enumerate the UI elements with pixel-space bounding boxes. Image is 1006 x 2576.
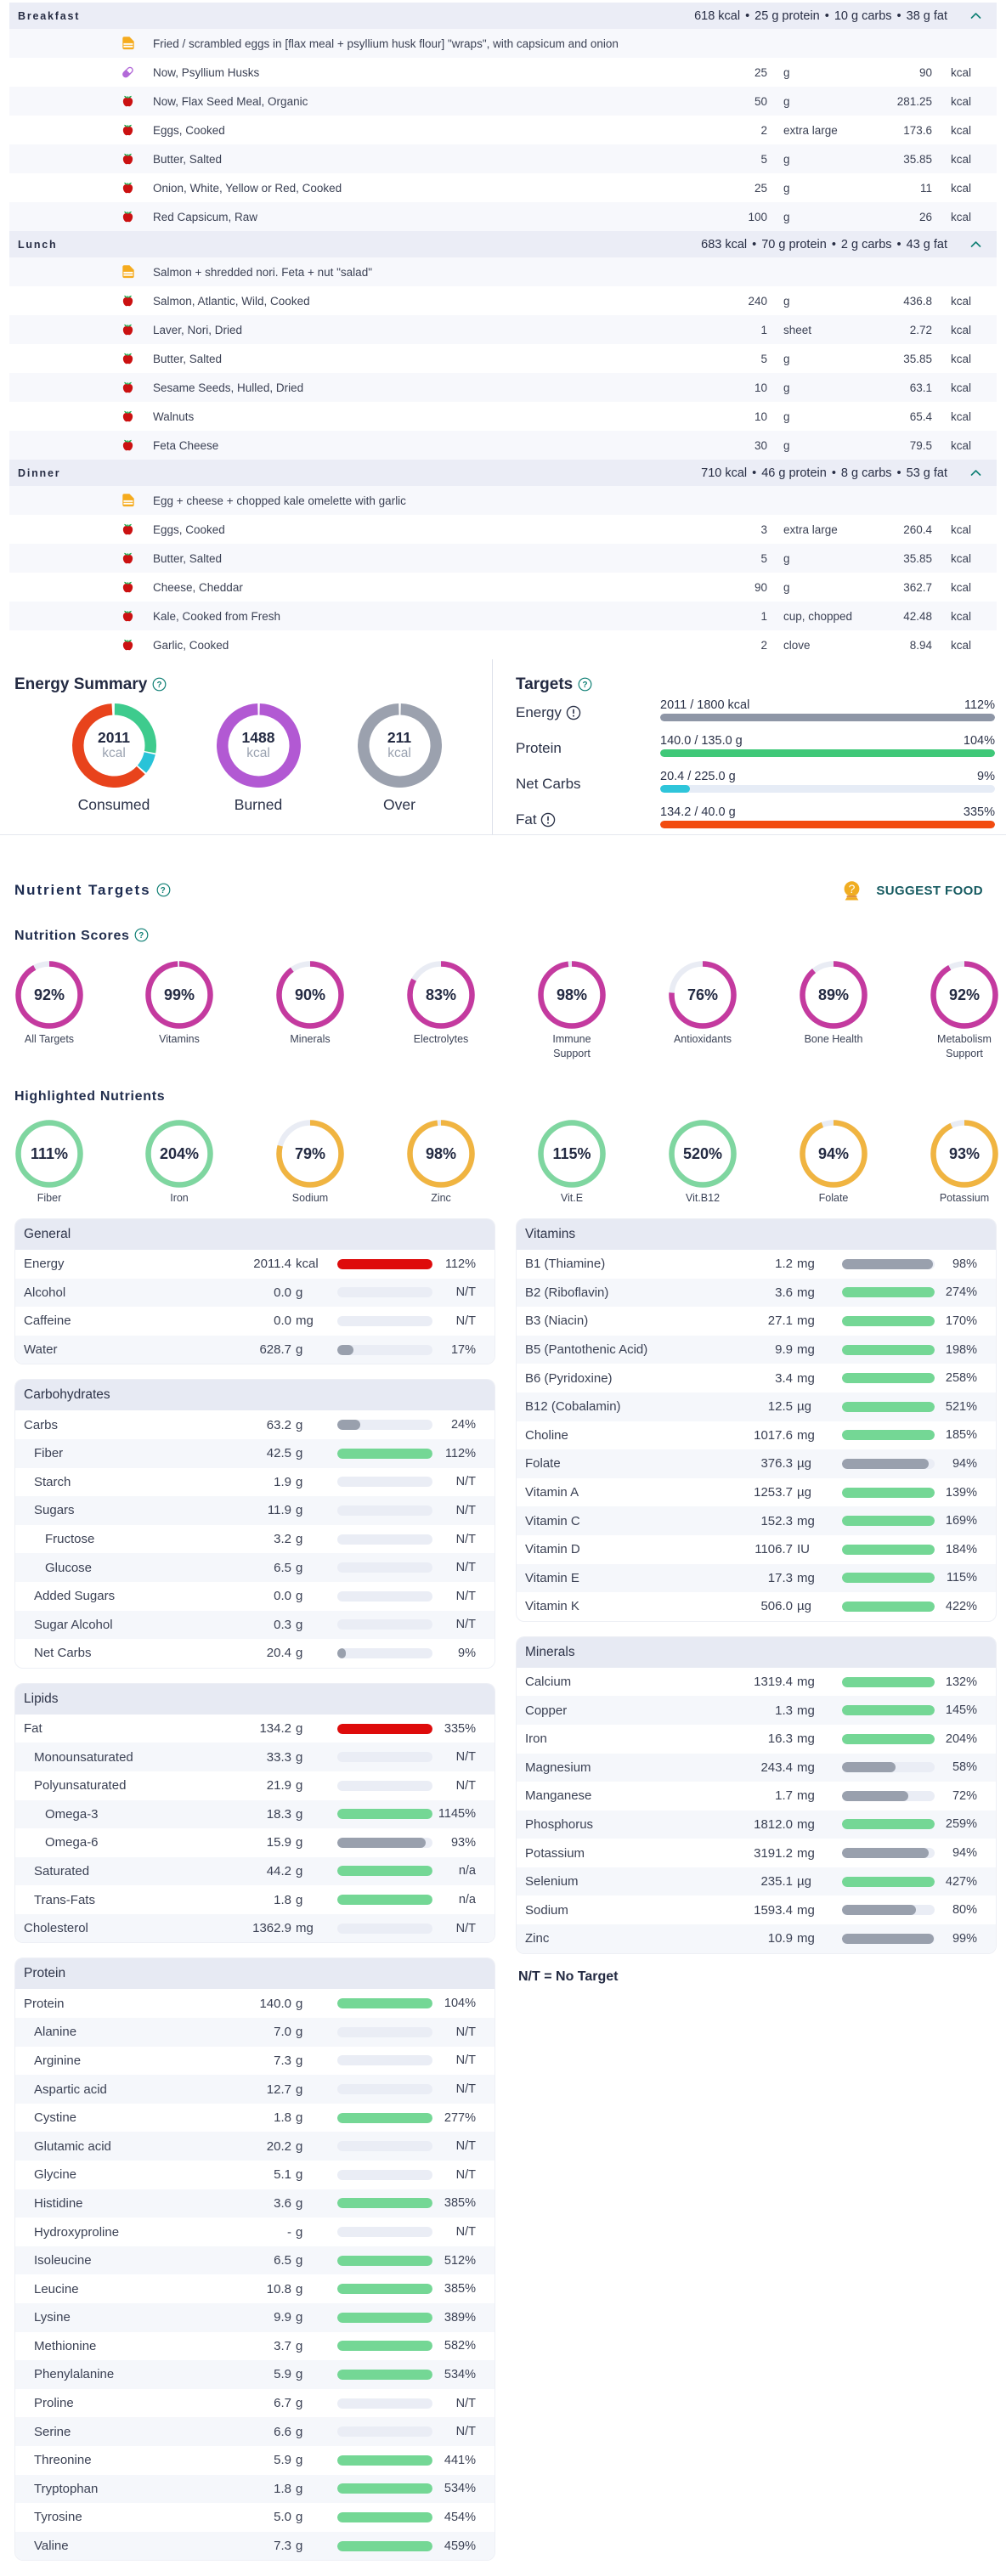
svg-text:?: ? [156,681,161,690]
svg-text:?: ? [582,681,587,690]
svg-text:?: ? [138,931,144,941]
svg-text:?: ? [849,882,856,895]
svg-text:?: ? [161,886,167,895]
